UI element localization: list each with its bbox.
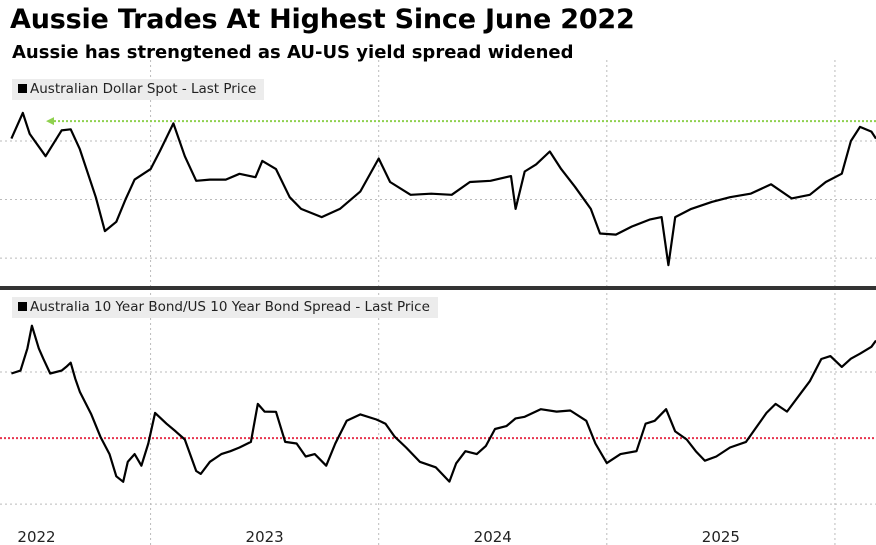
x-tick-label: 2023: [246, 528, 284, 545]
legend-swatch: [18, 302, 27, 311]
chart-subtitle: Aussie has strengtened as AU-US yield sp…: [12, 42, 574, 63]
legend-label: Australian Dollar Spot - Last Price: [30, 81, 257, 97]
legend-yield-spread: Australia 10 Year Bond/US 10 Year Bond S…: [12, 297, 438, 318]
x-tick-label: 2022: [17, 528, 55, 545]
panel-separator: [0, 286, 876, 290]
reference-arrow-icon: [46, 117, 54, 126]
legend-swatch: [18, 84, 27, 93]
legend-label: Australia 10 Year Bond/US 10 Year Bond S…: [30, 299, 430, 315]
chart-title: Aussie Trades At Highest Since June 2022: [10, 4, 635, 35]
series-line-aud-spot: [10, 111, 876, 267]
x-tick-label: 2025: [702, 528, 740, 545]
series-line-yield-spread: [11, 324, 876, 483]
x-tick-label: 2024: [474, 528, 512, 545]
legend-aud-spot: Australian Dollar Spot - Last Price: [12, 79, 265, 100]
